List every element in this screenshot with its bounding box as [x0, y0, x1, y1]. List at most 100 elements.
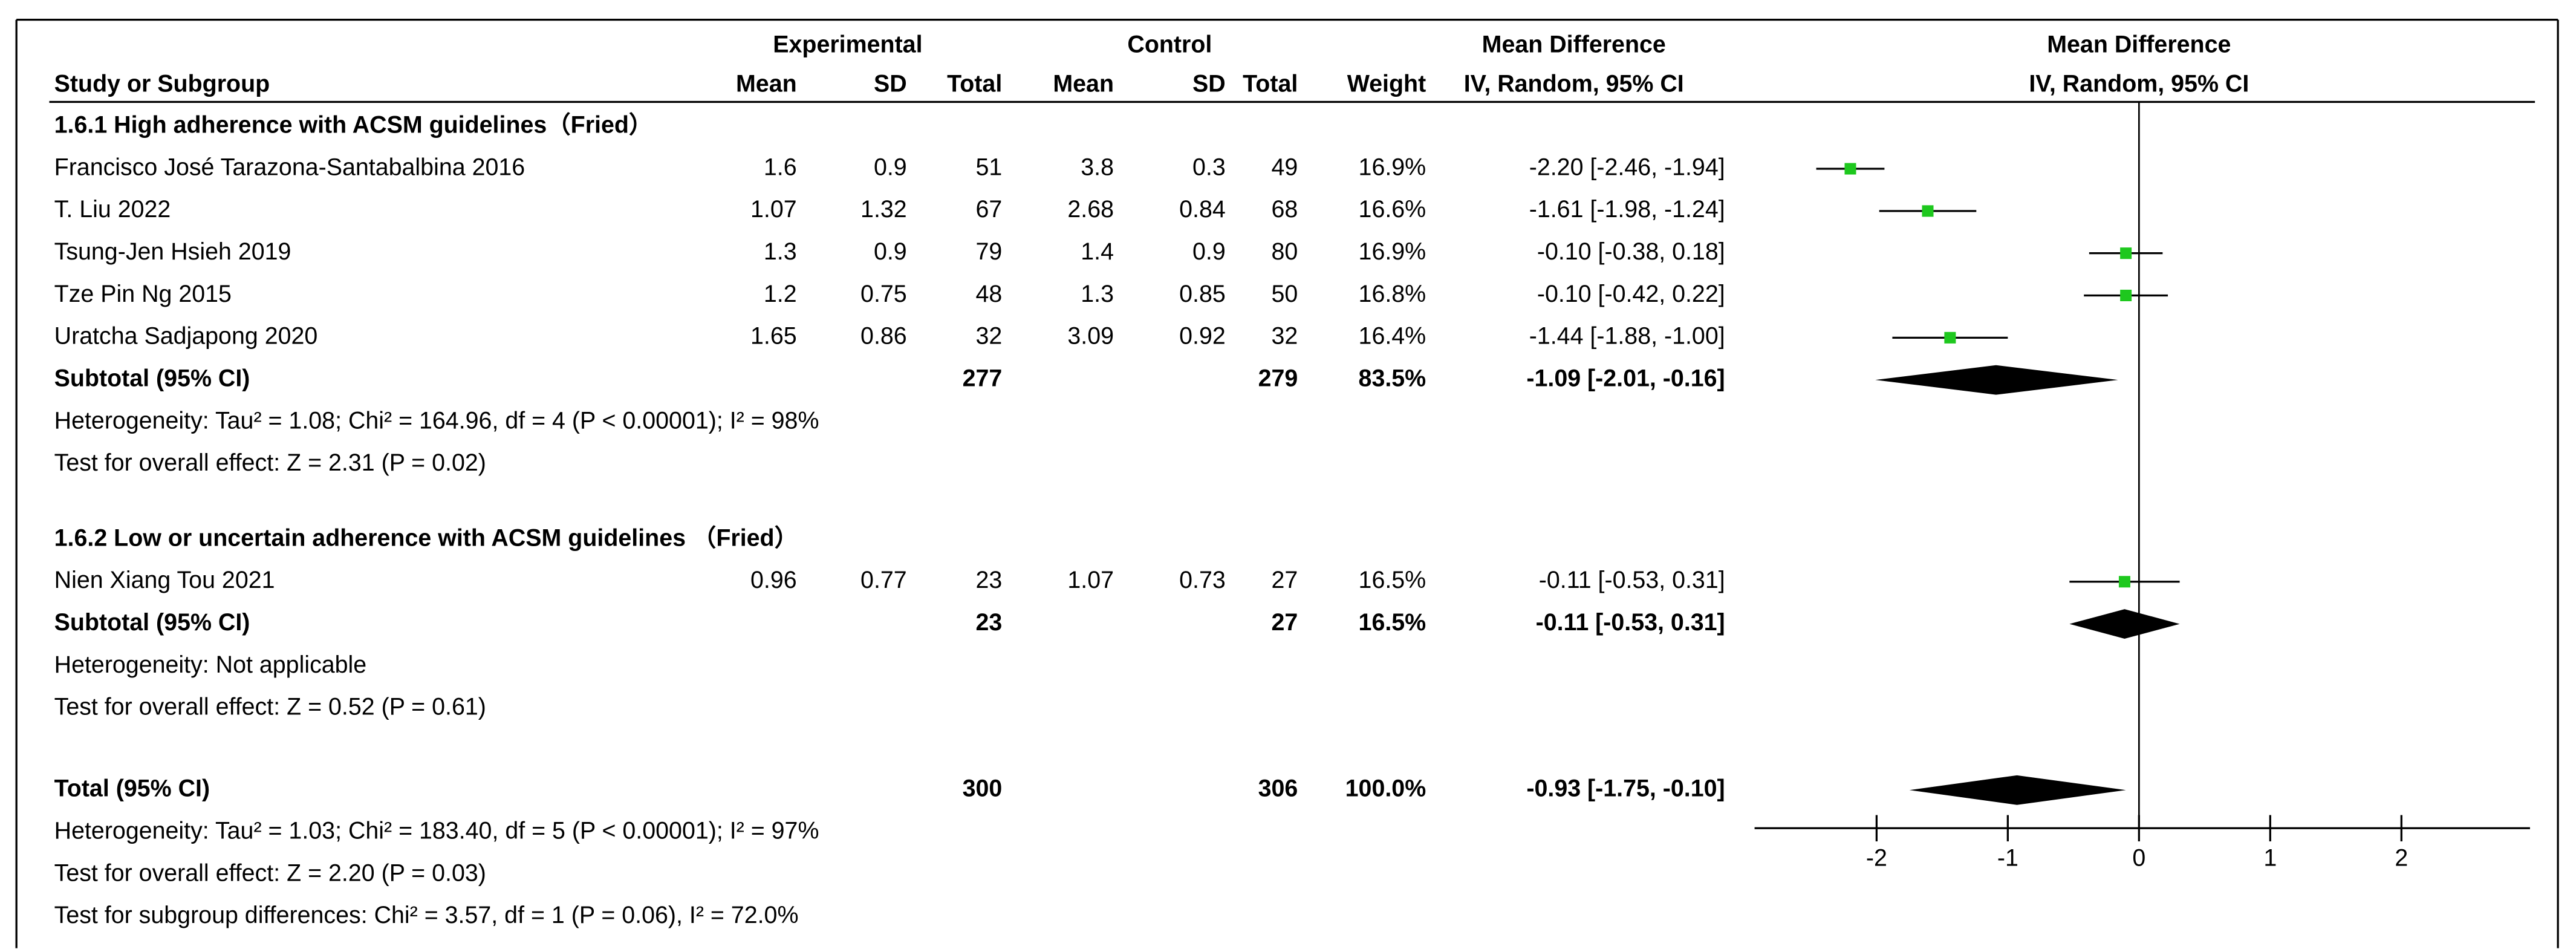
ctrl-cell: 0.73 — [1179, 567, 1226, 593]
x-tick-label: 2 — [2395, 844, 2408, 871]
ctrl-total: 27 — [1271, 609, 1298, 636]
exp-cell: 1.65 — [750, 323, 797, 350]
ci-text: -0.11 [-0.53, 0.31] — [1539, 567, 1725, 593]
column-header: Weight — [1347, 71, 1426, 97]
column-header: SD — [1192, 71, 1226, 97]
exp-total: 300 — [963, 775, 1003, 802]
summary-diamond — [1875, 365, 2118, 395]
ctrl-cell: 50 — [1271, 281, 1298, 307]
group-title: 1.6.2 Low or uncertain adherence with AC… — [54, 524, 798, 551]
exp-total: 277 — [963, 365, 1003, 392]
summary-diamond — [1909, 775, 2126, 805]
overall-effect: Test for overall effect: Z = 0.52 (P = 0… — [54, 694, 486, 720]
weight: 83.5% — [1359, 365, 1426, 392]
weight: 16.8% — [1359, 281, 1426, 307]
exp-cell: 51 — [975, 154, 1002, 180]
exp-cell: 1.3 — [764, 238, 797, 265]
exp-cell: 1.07 — [750, 196, 797, 223]
column-header: Mean — [1053, 71, 1114, 97]
exp-cell: 0.96 — [750, 567, 797, 593]
ctrl-total: 279 — [1258, 365, 1298, 392]
exp-cell: 0.75 — [860, 281, 907, 307]
ctrl-cell: 80 — [1271, 238, 1298, 265]
ctrl-cell: 2.68 — [1067, 196, 1114, 223]
x-tick-label: -2 — [1866, 844, 1887, 871]
study-name: Nien Xiang Tou 2021 — [54, 567, 275, 593]
ctrl-cell: 0.9 — [1192, 238, 1226, 265]
weight: 16.4% — [1359, 323, 1426, 350]
ci-text: -0.93 [-1.75, -0.10] — [1526, 775, 1725, 802]
subtotal-label: Subtotal (95% CI) — [54, 609, 250, 636]
header: Control — [1127, 31, 1212, 57]
study-name: Francisco José Tarazona-Santabalbina 201… — [54, 154, 525, 180]
ctrl-cell: 3.09 — [1067, 323, 1114, 350]
group-title: 1.6.1 High adherence with ACSM guideline… — [54, 112, 653, 139]
exp-cell: 1.2 — [764, 281, 797, 307]
study-name: T. Liu 2022 — [54, 196, 171, 223]
overall-effect: Test for overall effect: Z = 2.31 (P = 0… — [54, 449, 486, 476]
x-tick-label: 1 — [2263, 844, 2277, 871]
heterogeneity: Heterogeneity: Tau² = 1.03; Chi² = 183.4… — [54, 817, 819, 844]
exp-cell: 23 — [975, 567, 1002, 593]
x-tick-label: -1 — [1997, 844, 2018, 871]
weight: 16.5% — [1359, 609, 1426, 636]
ctrl-cell: 0.85 — [1179, 281, 1226, 307]
exp-cell: 0.9 — [874, 154, 907, 180]
exp-cell: 1.6 — [764, 154, 797, 180]
effect-square — [1844, 163, 1856, 175]
effect-square — [1944, 331, 1956, 344]
ctrl-cell: 1.07 — [1067, 567, 1114, 593]
study-name: Tsung-Jen Hsieh 2019 — [54, 238, 291, 265]
ci-text: -1.09 [-2.01, -0.16] — [1526, 365, 1725, 392]
exp-cell: 0.86 — [860, 323, 907, 350]
heterogeneity: Heterogeneity: Tau² = 1.08; Chi² = 164.9… — [54, 407, 819, 434]
effect-square — [1922, 205, 1934, 217]
weight: 16.6% — [1359, 196, 1426, 223]
ci-text: -2.20 [-2.46, -1.94] — [1529, 154, 1725, 180]
ctrl-cell: 49 — [1271, 154, 1298, 180]
exp-total: 23 — [975, 609, 1002, 636]
effect-square — [2120, 247, 2132, 259]
header: Mean Difference — [2047, 31, 2231, 57]
exp-cell: 0.77 — [860, 567, 907, 593]
ctrl-cell: 1.4 — [1081, 238, 1114, 265]
ctrl-cell: 68 — [1271, 196, 1298, 223]
ctrl-total: 306 — [1258, 775, 1298, 802]
subtotal-label: Subtotal (95% CI) — [54, 365, 250, 392]
ci-text: -1.61 [-1.98, -1.24] — [1529, 196, 1725, 223]
ctrl-cell: 0.84 — [1179, 196, 1226, 223]
ctrl-cell: 0.92 — [1179, 323, 1226, 350]
weight: 16.5% — [1359, 567, 1426, 593]
ci-text: -0.11 [-0.53, 0.31] — [1536, 609, 1725, 636]
ci-text: -1.44 [-1.88, -1.00] — [1529, 323, 1725, 350]
ci-text: -0.10 [-0.38, 0.18] — [1537, 238, 1725, 265]
column-header: IV, Random, 95% CI — [1464, 71, 1684, 97]
exp-cell: 79 — [975, 238, 1002, 265]
ctrl-cell: 3.8 — [1081, 154, 1114, 180]
ctrl-cell: 32 — [1271, 323, 1298, 350]
weight: 100.0% — [1345, 775, 1426, 802]
column-header: Total — [947, 71, 1002, 97]
overall-effect: Test for overall effect: Z = 2.20 (P = 0… — [54, 859, 486, 886]
ctrl-cell: 0.3 — [1192, 154, 1226, 180]
exp-cell: 67 — [975, 196, 1002, 223]
exp-cell: 48 — [975, 281, 1002, 307]
heterogeneity: Heterogeneity: Not applicable — [54, 651, 367, 678]
exp-cell: 32 — [975, 323, 1002, 350]
column-header: Total — [1243, 71, 1298, 97]
ci-text: -0.10 [-0.42, 0.22] — [1537, 281, 1725, 307]
ctrl-cell: 1.3 — [1081, 281, 1114, 307]
exp-cell: 1.32 — [860, 196, 907, 223]
column-header: Mean — [736, 71, 797, 97]
study-name: Uratcha Sadjapong 2020 — [54, 323, 318, 350]
study-name: Tze Pin Ng 2015 — [54, 281, 232, 307]
subtotal-label: Total (95% CI) — [54, 775, 210, 802]
header: Study or Subgroup — [54, 71, 270, 97]
weight: 16.9% — [1359, 238, 1426, 265]
x-tick-label: 0 — [2132, 844, 2145, 871]
ctrl-cell: 27 — [1271, 567, 1298, 593]
summary-diamond — [2069, 609, 2180, 639]
exp-cell: 0.9 — [874, 238, 907, 265]
